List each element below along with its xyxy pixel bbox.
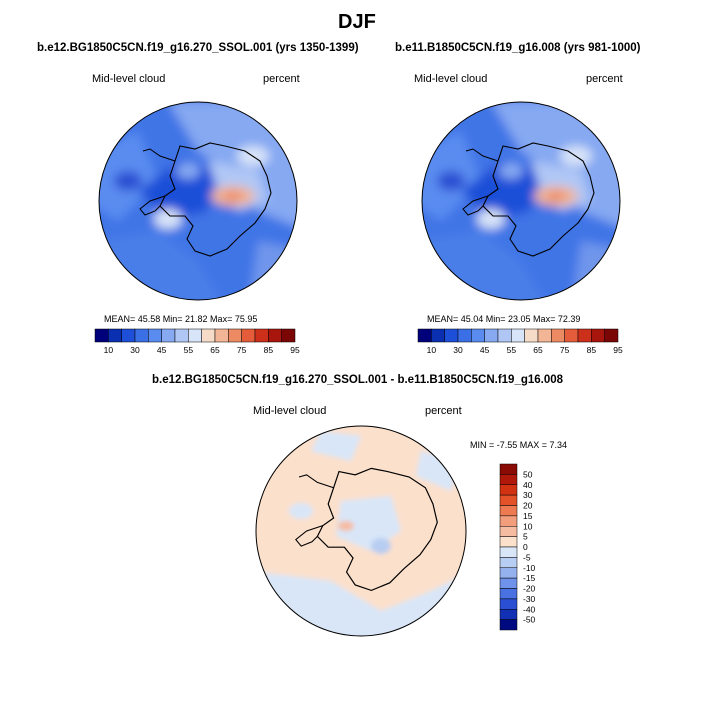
colorbar-swatch [241, 328, 256, 343]
colorbar-swatch [431, 328, 445, 343]
colorbar-swatch [499, 598, 518, 610]
colorbar-swatch [499, 463, 518, 475]
colorbar-tick-label: 5 [523, 532, 528, 542]
colorbar-swatch [524, 328, 539, 343]
colorbar-tick-label: -50 [523, 615, 536, 625]
colorbar-swatch [499, 546, 518, 558]
colorbar-swatch [471, 328, 485, 343]
colorbar-tick-label: 30 [130, 345, 140, 355]
colorbar-tick-label: 55 [184, 345, 194, 355]
colorbar-tick-label: 55 [507, 345, 517, 355]
colorbar-swatch [499, 567, 518, 579]
colorbar-swatch [604, 328, 619, 343]
colorbar-swatch [214, 328, 229, 343]
colorbar-swatch [551, 328, 565, 343]
colorbar-tick-label: -40 [523, 604, 536, 614]
colorbar-swatch [254, 328, 269, 343]
colorbar-swatch [417, 328, 432, 343]
colorbar-tick-label: -20 [523, 584, 536, 594]
right-stats: MEAN= 45.04 Min= 23.05 Max= 72.39 [427, 314, 581, 324]
colorbar-tick-label: 45 [157, 345, 167, 355]
colorbar-tick-label: 15 [523, 511, 533, 521]
colorbar-swatch [564, 328, 579, 343]
colorbar-tick-label: 30 [523, 490, 533, 500]
colorbar-tick-label: 10 [427, 345, 437, 355]
left-panel-case: b.e12.BG1850C5CN.f19_g16.270_SSOL.001 (y… [37, 42, 359, 54]
colorbar-swatch [499, 619, 518, 631]
colorbar-swatch [499, 526, 518, 537]
colorbar-swatch [499, 536, 518, 548]
left-map [99, 102, 297, 300]
left-colorbar: 10 30 45 55 65 75 85 95 [94, 328, 300, 355]
colorbar-tick-label: 85 [587, 345, 597, 355]
colorbar-tick-label: 20 [523, 501, 533, 511]
difference-map [256, 426, 466, 636]
colorbar-tick-label: 65 [210, 345, 220, 355]
colorbar-tick-label: 30 [453, 345, 463, 355]
colorbar-tick-label: -5 [523, 552, 531, 562]
colorbar-swatch [281, 328, 296, 343]
colorbar-tick-label: -15 [523, 573, 536, 583]
colorbar-tick-label: -30 [523, 594, 536, 604]
colorbar-swatch [457, 328, 472, 343]
colorbar-swatch [591, 328, 605, 343]
colorbar-swatch [174, 328, 189, 343]
colorbar-tick-label: 50 [523, 469, 533, 479]
colorbar-tick-label: 75 [237, 345, 247, 355]
right-variable-label: Mid-level cloud [414, 73, 488, 85]
diff-panel-case: b.e12.BG1850C5CN.f19_g16.270_SSOL.001 - … [152, 374, 564, 386]
colorbar-swatch [134, 328, 149, 343]
colorbar-tick-label: 45 [480, 345, 490, 355]
colorbar-swatch [201, 328, 216, 343]
colorbar-swatch [228, 328, 242, 343]
right-panel-case: b.e11.B1850C5CN.f19_g16.008 (yrs 981-100… [395, 42, 641, 54]
colorbar-swatch [499, 515, 518, 527]
colorbar-swatch [499, 474, 518, 485]
colorbar-tick-label: 10 [104, 345, 114, 355]
colorbar-swatch [499, 609, 518, 620]
colorbar-swatch [499, 494, 518, 506]
colorbar-swatch [499, 577, 518, 589]
colorbar-tick-label: 10 [523, 521, 533, 531]
diff-units-label: percent [425, 405, 462, 417]
colorbar-swatch [161, 328, 176, 343]
diff-stats: MIN = -7.55 MAX = 7.34 [470, 440, 568, 450]
colorbar-swatch [188, 328, 202, 343]
colorbar-swatch [444, 328, 459, 343]
colorbar-tick-label: 85 [264, 345, 274, 355]
colorbar-tick-label: 40 [523, 480, 533, 490]
colorbar-swatch [268, 328, 282, 343]
left-variable-label: Mid-level cloud [92, 73, 166, 85]
colorbar-swatch [94, 328, 109, 343]
colorbar-swatch [499, 484, 518, 496]
left-stats: MEAN= 45.58 Min= 21.82 Max= 75.95 [104, 314, 258, 324]
page-title: DJF [338, 11, 376, 33]
colorbar-tick-label: 0 [523, 542, 528, 552]
colorbar-tick-label: -10 [523, 563, 536, 573]
colorbar-tick-label: 75 [560, 345, 570, 355]
right-colorbar: 10 30 45 55 65 75 85 95 [417, 328, 623, 355]
left-units-label: percent [263, 73, 300, 85]
colorbar-swatch [577, 328, 592, 343]
colorbar-swatch [484, 328, 499, 343]
colorbar-swatch [121, 328, 136, 343]
colorbar-swatch [537, 328, 552, 343]
colorbar-swatch [499, 505, 518, 517]
colorbar-swatch [148, 328, 162, 343]
colorbar-swatch [499, 557, 518, 568]
colorbar-tick-label: 65 [533, 345, 543, 355]
colorbar-tick-label: 95 [290, 345, 300, 355]
diff-variable-label: Mid-level cloud [253, 405, 327, 417]
colorbar-swatch [499, 588, 518, 600]
colorbar-tick-label: 95 [613, 345, 623, 355]
right-map [422, 102, 620, 300]
colorbar-swatch [511, 328, 525, 343]
colorbar-swatch [497, 328, 512, 343]
right-units-label: percent [586, 73, 623, 85]
colorbar-swatch [108, 328, 122, 343]
